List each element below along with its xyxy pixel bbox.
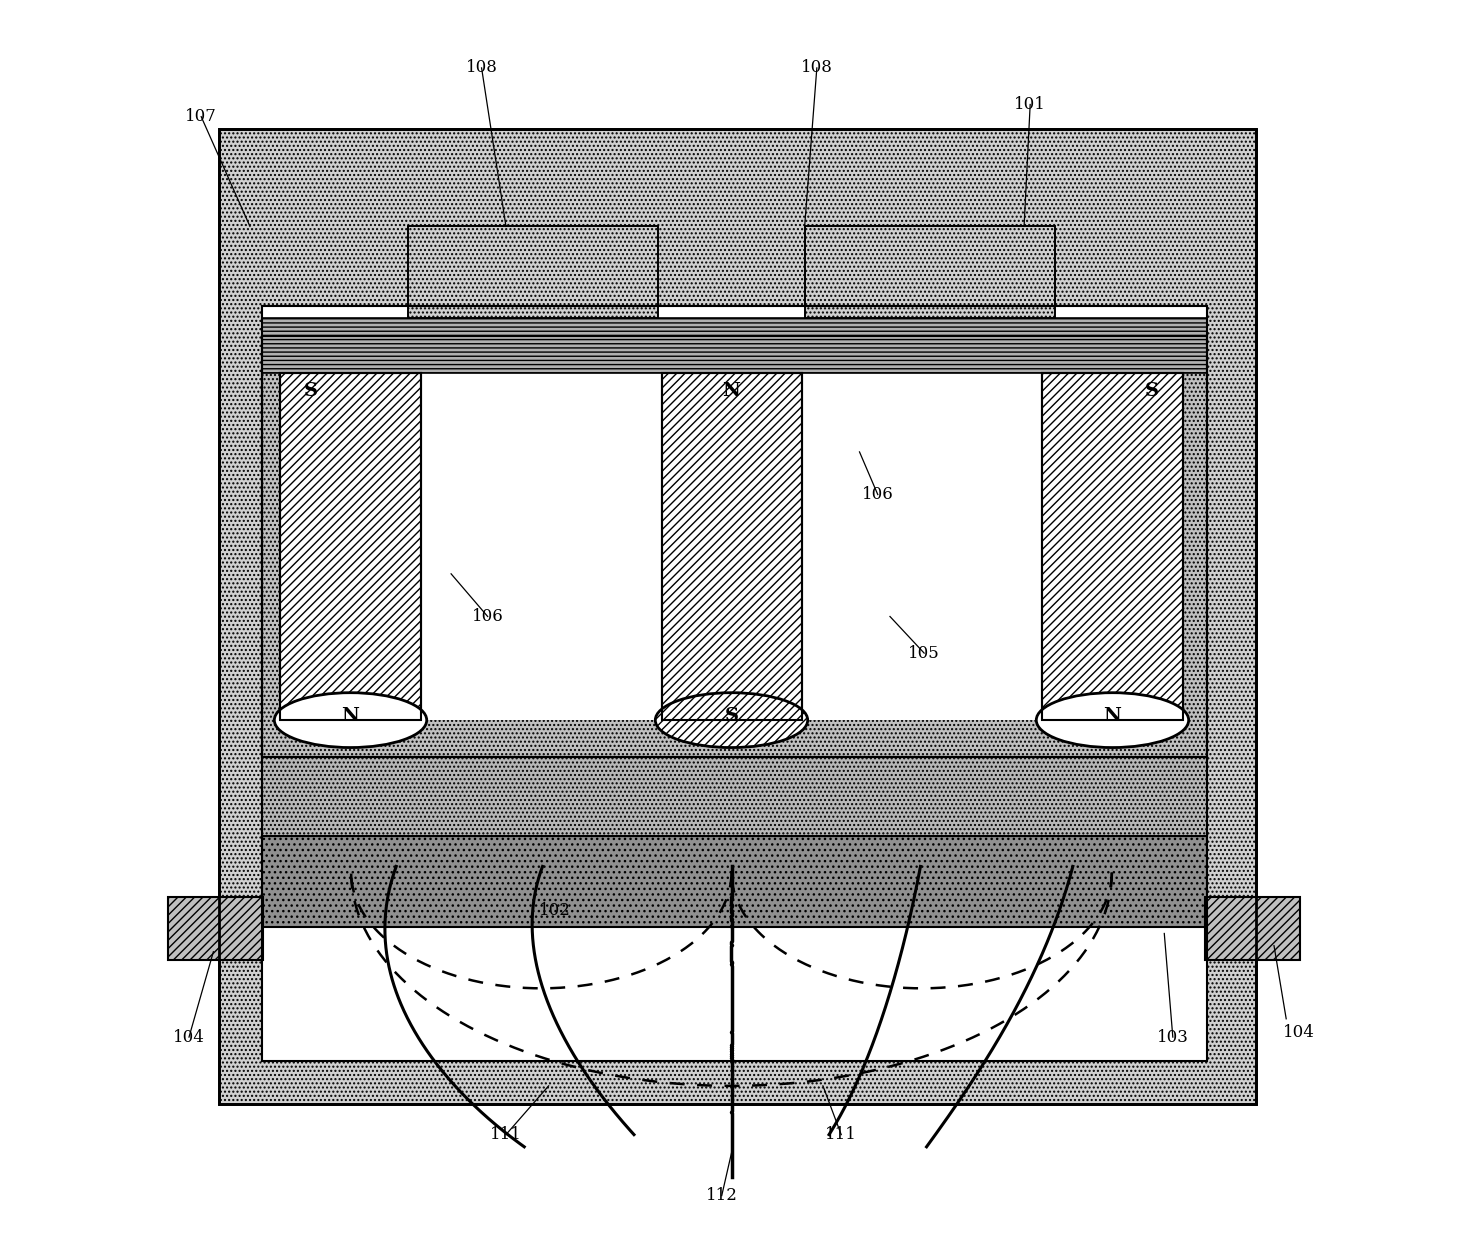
Bar xyxy=(281,372,421,720)
Bar xyxy=(1042,372,1182,720)
Text: S: S xyxy=(304,382,317,399)
Bar xyxy=(805,227,1055,318)
Bar xyxy=(262,318,1207,372)
Text: 111: 111 xyxy=(490,1126,522,1143)
Text: 104: 104 xyxy=(1283,1025,1314,1041)
Text: 107: 107 xyxy=(186,109,217,126)
Text: 112: 112 xyxy=(705,1187,737,1205)
Text: 104: 104 xyxy=(173,1028,205,1046)
Ellipse shape xyxy=(1036,693,1188,747)
Bar xyxy=(1042,372,1182,720)
Bar xyxy=(262,306,1207,1062)
Text: N: N xyxy=(341,708,360,725)
Bar xyxy=(663,372,802,720)
Text: 103: 103 xyxy=(1157,1028,1189,1046)
Bar xyxy=(262,836,1207,927)
Bar xyxy=(663,372,802,720)
Text: 106: 106 xyxy=(862,486,894,503)
Bar xyxy=(262,836,1207,927)
Bar xyxy=(408,227,658,318)
Bar xyxy=(219,129,1255,1104)
Bar xyxy=(262,337,1207,757)
Text: S: S xyxy=(724,708,739,725)
Bar xyxy=(805,227,1055,318)
Ellipse shape xyxy=(275,693,427,747)
Text: N: N xyxy=(1103,708,1122,725)
Bar xyxy=(219,129,1255,1104)
Text: 106: 106 xyxy=(471,608,503,625)
Text: 108: 108 xyxy=(800,59,832,76)
Bar xyxy=(408,227,658,318)
Text: 111: 111 xyxy=(825,1126,857,1143)
Bar xyxy=(168,896,263,961)
Ellipse shape xyxy=(655,693,808,747)
Bar xyxy=(802,372,1042,720)
Text: 101: 101 xyxy=(1014,96,1046,113)
Text: 105: 105 xyxy=(909,645,941,662)
Text: 108: 108 xyxy=(465,59,497,76)
Bar xyxy=(262,757,1207,836)
Text: S: S xyxy=(1146,382,1159,399)
Bar xyxy=(262,757,1207,836)
Bar xyxy=(421,372,663,720)
Bar xyxy=(262,306,1207,1062)
Bar xyxy=(1204,896,1299,961)
Bar xyxy=(262,337,1207,757)
Text: N: N xyxy=(723,382,740,399)
Bar xyxy=(281,372,421,720)
Text: 102: 102 xyxy=(538,903,571,919)
